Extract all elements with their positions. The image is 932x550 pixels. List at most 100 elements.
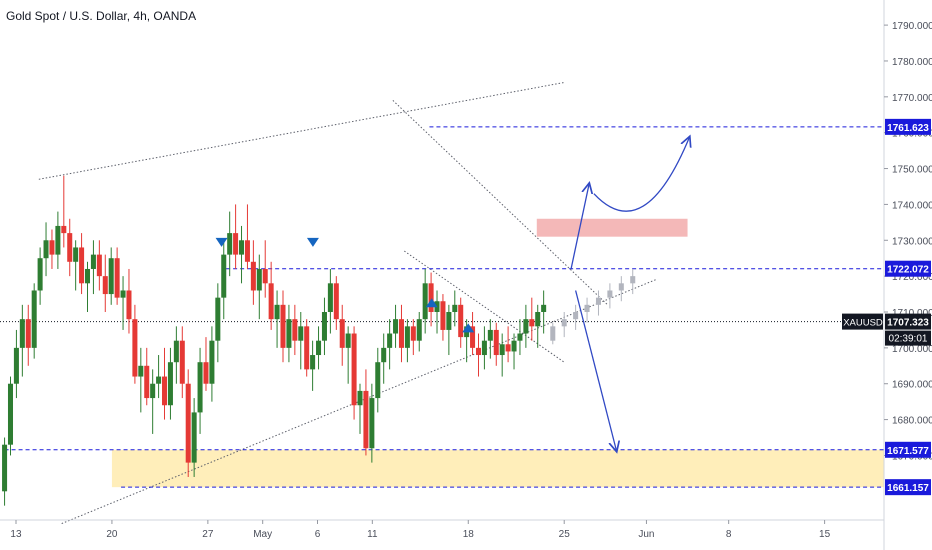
level-price-tag[interactable] (885, 260, 931, 277)
candle-body[interactable] (304, 326, 310, 370)
candle-body[interactable] (37, 258, 43, 291)
candle-body[interactable] (7, 383, 14, 445)
level-price-tag[interactable] (885, 479, 931, 496)
candle-body[interactable] (49, 240, 55, 255)
candle-body[interactable] (25, 319, 31, 348)
candle-body[interactable] (233, 233, 239, 255)
candle-body[interactable] (221, 254, 227, 298)
candle-body[interactable] (84, 268, 91, 284)
candle-body[interactable] (316, 340, 322, 356)
candle-body[interactable] (197, 362, 203, 413)
candle-body[interactable] (167, 362, 173, 406)
candle-body[interactable] (150, 383, 156, 399)
upper-channel-trendline[interactable] (38, 81, 565, 180)
candle-body[interactable] (363, 390, 369, 449)
candle-body[interactable] (440, 301, 446, 330)
candle-body[interactable] (262, 268, 268, 284)
candle-body[interactable] (274, 304, 280, 320)
candle-body[interactable] (298, 326, 304, 341)
level-price-tag[interactable] (885, 441, 931, 458)
candle-body[interactable] (96, 254, 102, 277)
candle-body[interactable] (416, 319, 422, 341)
candle-body[interactable] (286, 319, 292, 348)
candle-body[interactable] (321, 312, 327, 341)
candle-body[interactable] (345, 333, 351, 348)
candle-body[interactable] (203, 362, 209, 384)
candle-body[interactable] (120, 290, 126, 298)
candle-body[interactable] (446, 312, 452, 330)
candle-body[interactable] (55, 225, 61, 255)
up-triangle-marker[interactable] (425, 298, 438, 308)
candle-body[interactable] (487, 329, 493, 341)
candle-body[interactable] (215, 297, 221, 341)
candle-body[interactable] (339, 319, 345, 348)
candle-body[interactable] (292, 319, 298, 341)
candle-body[interactable] (244, 240, 250, 262)
up-triangle-marker[interactable] (462, 323, 475, 333)
candle-body[interactable] (156, 376, 162, 384)
candle-body[interactable] (108, 258, 114, 295)
candle-body[interactable] (381, 347, 387, 363)
candle-body[interactable] (458, 304, 464, 338)
candle-body[interactable] (535, 312, 541, 327)
candle-body[interactable] (410, 326, 416, 341)
candle-body[interactable] (179, 340, 185, 384)
candle-body[interactable] (268, 283, 274, 320)
candle-body[interactable] (529, 319, 535, 327)
candle-body[interactable] (102, 276, 108, 295)
candle-body[interactable] (209, 340, 215, 384)
candle-body[interactable] (511, 340, 517, 352)
candle-body[interactable] (227, 233, 233, 255)
candle-body[interactable] (162, 376, 168, 406)
candle-body[interactable] (90, 254, 96, 269)
candle-body[interactable] (138, 365, 144, 377)
candle-body[interactable] (173, 340, 179, 363)
candle-body[interactable] (505, 344, 511, 352)
candle-body[interactable] (470, 326, 476, 348)
bullish-curve-arrow[interactable] (593, 136, 690, 212)
candle-body[interactable] (191, 412, 197, 463)
candle-body[interactable] (357, 390, 363, 406)
symbol-tag[interactable] (842, 313, 883, 330)
candle-body[interactable] (185, 383, 191, 463)
candle-body[interactable] (73, 247, 79, 262)
candle-body[interactable] (393, 319, 399, 334)
bearish-path-down-arrow[interactable] (574, 290, 617, 451)
level-price-tag[interactable] (885, 118, 931, 135)
candle-body[interactable] (310, 355, 316, 370)
candle-body[interactable] (523, 319, 529, 334)
candle-body[interactable] (126, 290, 132, 320)
candle-body[interactable] (43, 240, 49, 259)
candle-body[interactable] (499, 344, 505, 356)
candle-body[interactable] (144, 365, 150, 399)
current-price-tag[interactable] (885, 313, 931, 330)
candle-body[interactable] (493, 329, 499, 356)
down-triangle-marker[interactable] (215, 237, 228, 247)
candle-body[interactable] (250, 261, 256, 291)
candle-body[interactable] (256, 268, 262, 291)
candle-body[interactable] (541, 304, 547, 312)
candle-body[interactable] (79, 247, 85, 284)
candle-body[interactable] (114, 258, 120, 298)
candle-body[interactable] (481, 340, 487, 356)
falling-wedge-top-trendline[interactable] (392, 100, 608, 306)
candle-body[interactable] (475, 347, 481, 356)
candle-body[interactable] (387, 333, 393, 348)
candle-body[interactable] (239, 240, 245, 255)
candle-body[interactable] (375, 362, 381, 399)
candle-body[interactable] (422, 283, 428, 320)
candle-body[interactable] (398, 319, 404, 348)
candle-body[interactable] (280, 304, 286, 348)
candle-body[interactable] (327, 283, 333, 312)
candle-body[interactable] (452, 304, 458, 312)
candle-body[interactable] (428, 283, 434, 312)
candle-body[interactable] (132, 319, 138, 377)
candle-body[interactable] (369, 398, 375, 449)
candle-body[interactable] (2, 444, 8, 492)
candle-body[interactable] (351, 333, 357, 406)
candle-body[interactable] (404, 326, 410, 348)
candle-body[interactable] (31, 290, 37, 348)
bullish-path-up-arrow[interactable] (570, 183, 589, 270)
